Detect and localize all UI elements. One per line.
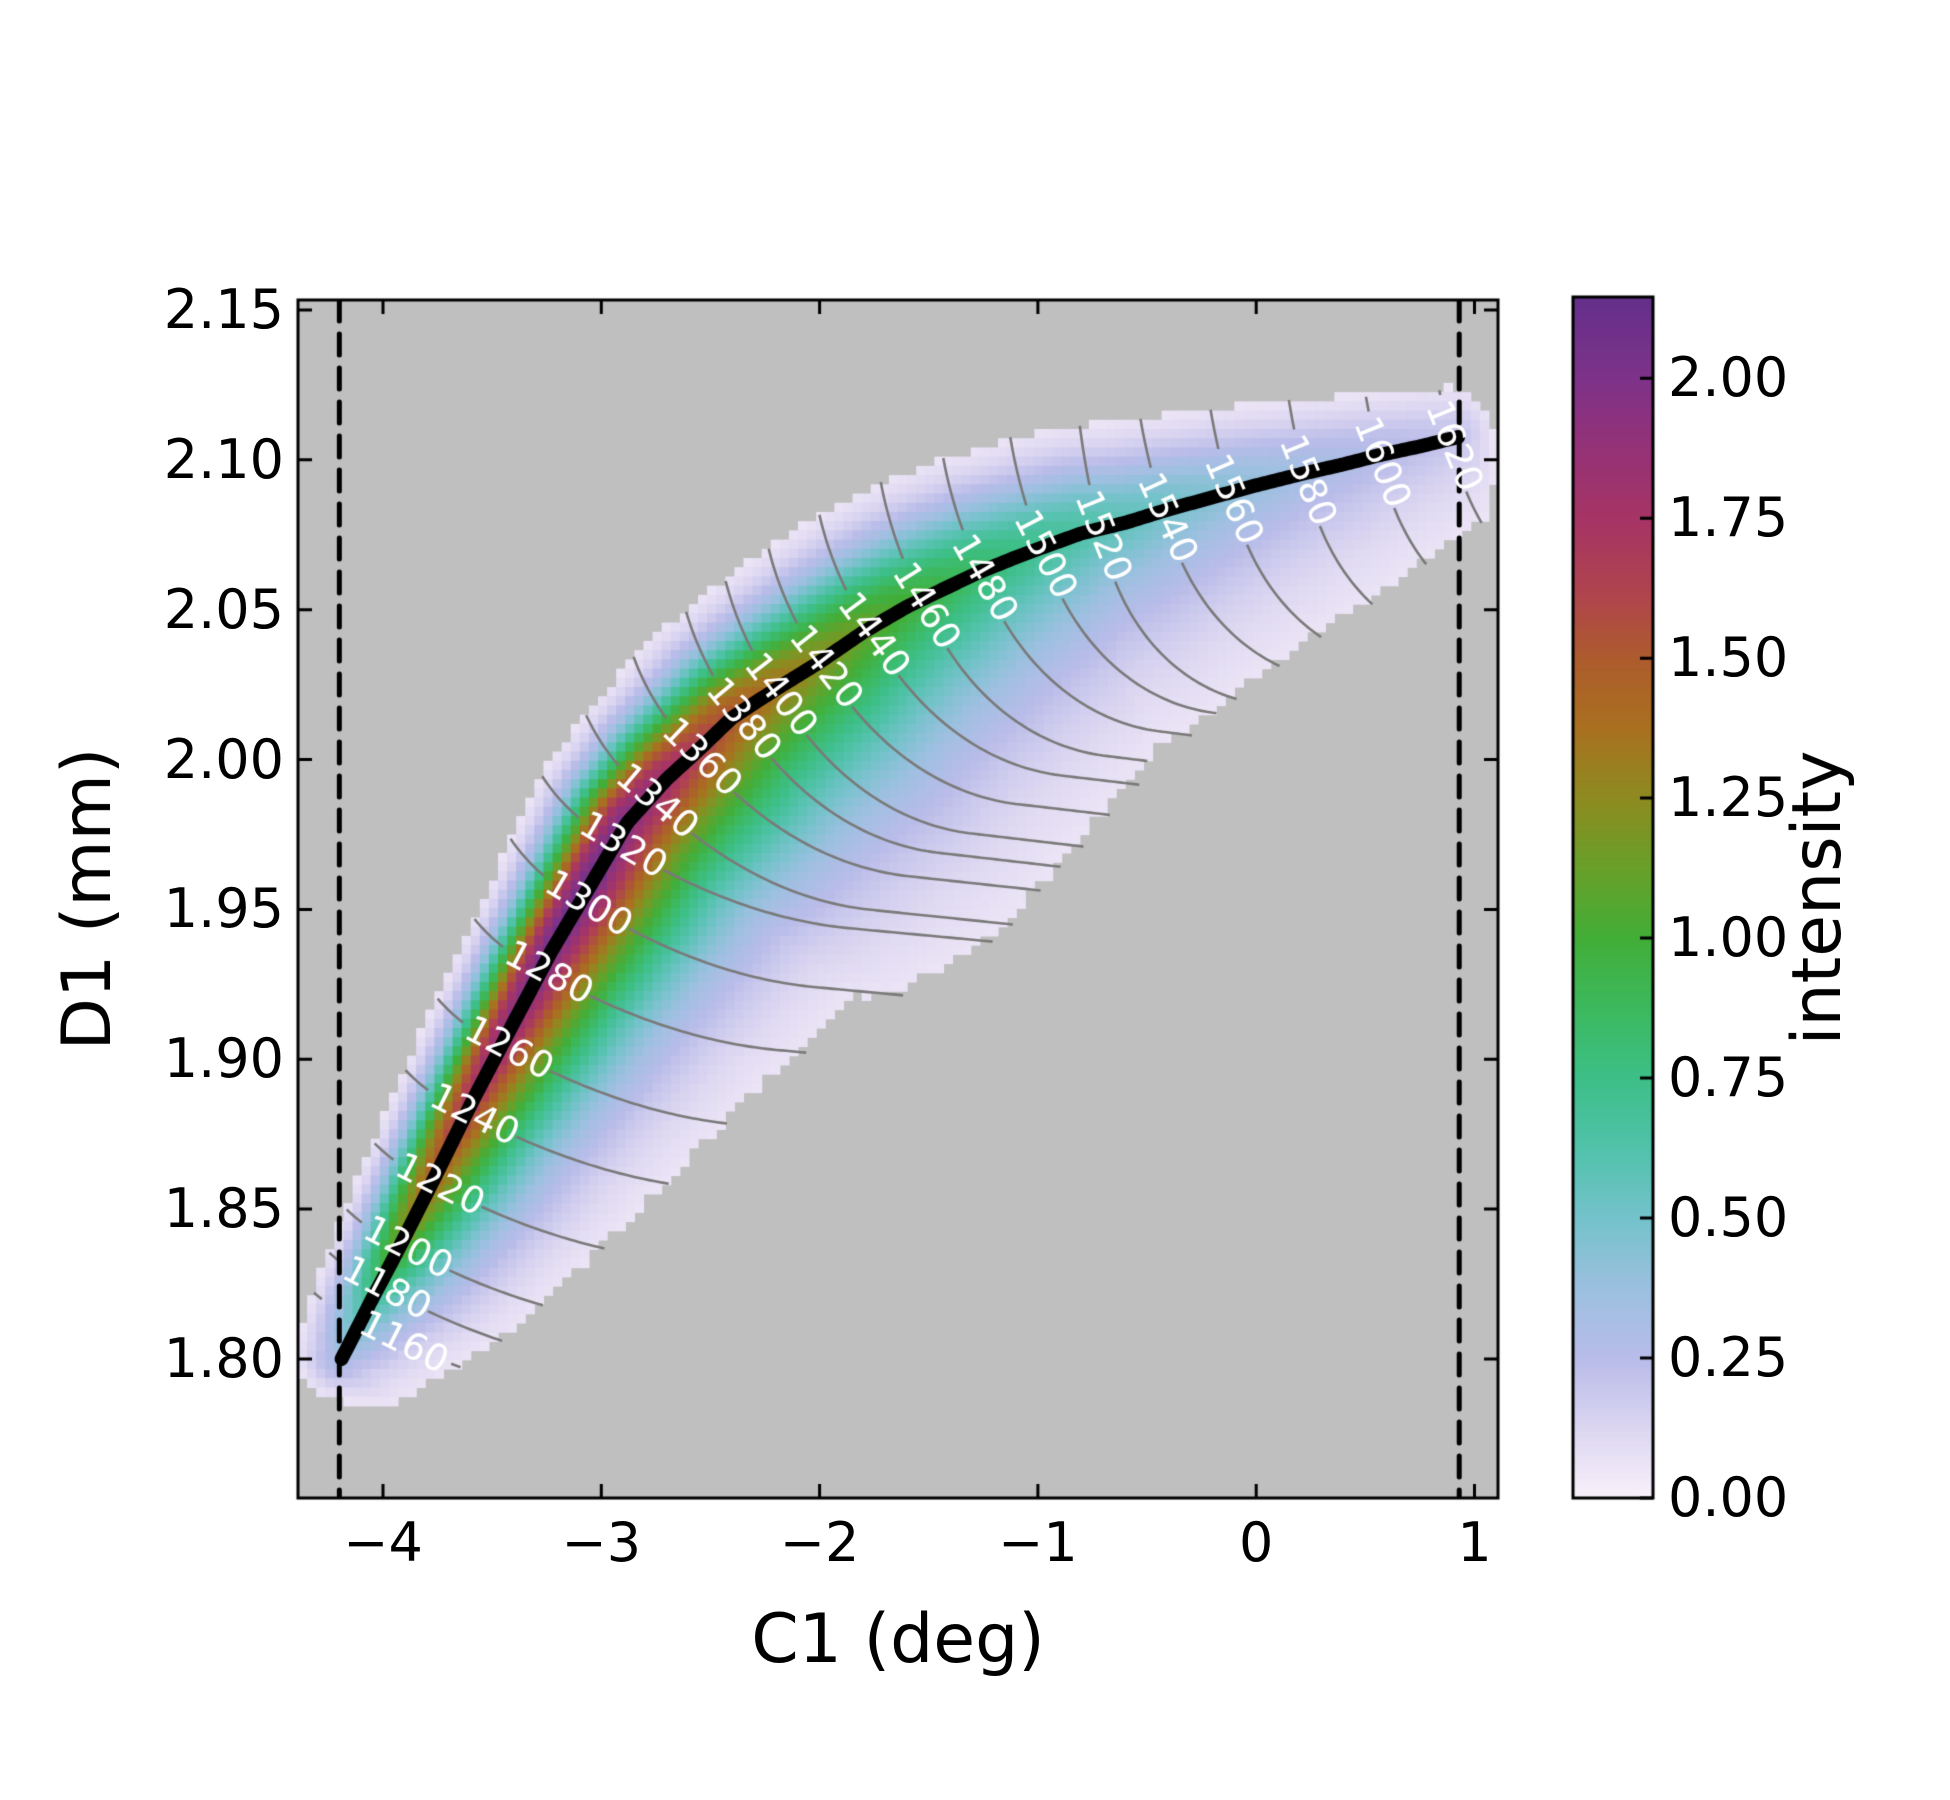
y-tick-label: 2.15 [163,278,284,341]
y-tick-label: 1.85 [163,1177,284,1241]
x-tick-label: −1 [998,1511,1078,1574]
x-tick-label: 0 [1239,1511,1274,1574]
colorbar-tick-label: 1.50 [1668,626,1789,690]
y-tick-label: 2.10 [163,427,284,491]
colorbar-tick-label: 0.75 [1668,1046,1789,1110]
x-tick-label: 1 [1457,1511,1492,1574]
y-tick-label: 1.90 [163,1027,284,1091]
y-tick-label: 1.80 [163,1326,284,1390]
colorbar-tick-label: 1.75 [1668,486,1789,550]
y-tick-label: 2.05 [163,577,284,641]
colorbar-label: intensity [1778,750,1857,1046]
x-tick-label: −4 [343,1511,423,1574]
x-tick-label: −2 [779,1511,860,1574]
colorbar-tick-label: 1.25 [1668,766,1789,830]
y-tick-label: 2.00 [163,727,284,791]
colorbar-tick-label: 0.25 [1668,1326,1789,1390]
colorbar-tick-label: 0.50 [1668,1186,1789,1250]
colorbar-tick-label: 2.00 [1668,346,1789,410]
x-tick-label: −3 [561,1511,642,1574]
y-tick-label: 1.95 [163,877,284,941]
colorbar-tick-label: 0.00 [1668,1466,1789,1529]
y-axis-label: D1 (mm) [48,747,127,1051]
x-axis-label: C1 (deg) [751,1600,1045,1679]
colorbar-tick-label: 1.00 [1668,906,1789,970]
